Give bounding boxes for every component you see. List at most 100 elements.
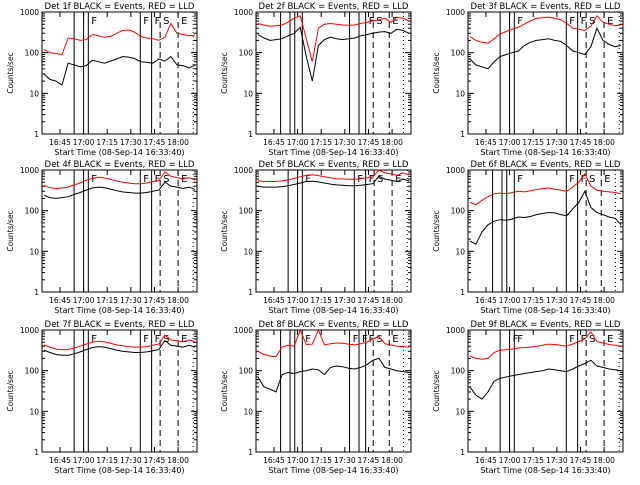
y-axis-label: Counts/sec [6, 52, 15, 93]
x-tick-label: 17:15 [310, 456, 332, 465]
marker-label: F [155, 334, 161, 345]
y-tick-label: 100 [25, 49, 40, 58]
plot-frame [41, 169, 198, 293]
x-axis-label: Start Time (08-Sep-14 16:33:40) [480, 148, 610, 157]
plot-frame [41, 11, 198, 135]
marker-label: S [377, 174, 383, 185]
x-tick-label: 17:45 [358, 456, 380, 465]
panel-title: Det 6f BLACK = Events, RED = LLD [471, 160, 621, 170]
x-tick-label: 18:00 [593, 138, 615, 147]
x-tick-label: 17:00 [73, 296, 95, 305]
marker-label: S [376, 16, 382, 27]
y-tick-label: 100 [239, 49, 254, 58]
x-tick-label: 17:45 [358, 296, 380, 305]
marker-label: F [305, 174, 311, 185]
x-tick-label: 17:15 [96, 456, 118, 465]
marker-label: E [607, 334, 613, 345]
panel-title: Det 2f BLACK = Events, RED = LLD [259, 2, 409, 12]
x-tick-label: 17:45 [358, 138, 380, 147]
marker-label: F [91, 174, 97, 185]
marker-label: F [305, 334, 311, 345]
series-events-line [43, 181, 196, 199]
x-tick-label: 18:00 [381, 138, 403, 147]
x-tick-label: 17:30 [546, 456, 568, 465]
marker-label: F [143, 174, 149, 185]
plot-frame [255, 329, 412, 453]
y-axis-label: Counts/sec [432, 370, 441, 411]
marker-label: F [581, 174, 587, 185]
y-tick-label: 10 [455, 89, 465, 98]
marker-label: E [392, 334, 398, 345]
marker-label: F [357, 174, 363, 185]
x-tick-label: 16:45 [475, 456, 497, 465]
y-tick-label: 1000 [20, 166, 39, 175]
y-tick-label: 10 [243, 89, 253, 98]
marker-label: F [517, 174, 523, 185]
panel-title: Det 5f BLACK = Events, RED = LLD [259, 160, 409, 170]
detector-panel-9: Det 9f BLACK = Events, RED = LLD 1 10 100 10… [432, 320, 624, 475]
marker-label: F [369, 174, 375, 185]
y-tick-label: 1000 [234, 326, 253, 335]
plot-frame [467, 329, 624, 453]
panel-title: Det 7f BLACK = Events, RED = LLD [45, 320, 195, 330]
detector-panel-7: Det 7f BLACK = Events, RED = LLD 1 10 100 10… [6, 320, 198, 475]
detector-panel-6: Det 6f BLACK = Events, RED = LLD 1 10 100 10… [432, 160, 624, 315]
x-tick-label: 17:30 [120, 456, 142, 465]
y-axis-label: Counts/sec [220, 52, 229, 93]
x-tick-label: 17:00 [287, 296, 309, 305]
x-tick-label: 17:15 [96, 138, 118, 147]
series-lld-line [257, 169, 410, 182]
x-tick-label: 18:00 [167, 138, 189, 147]
x-tick-label: 17:15 [522, 296, 544, 305]
x-tick-label: 17:00 [73, 456, 95, 465]
y-axis-label: Counts/sec [6, 370, 15, 411]
marker-label: E [181, 16, 187, 27]
y-tick-label: 10 [29, 247, 39, 256]
x-axis-label: Start Time (08-Sep-14 16:33:40) [480, 306, 610, 315]
x-tick-label: 17:45 [570, 138, 592, 147]
x-tick-label: 17:15 [522, 456, 544, 465]
y-axis-label: Counts/sec [220, 370, 229, 411]
y-tick-label: 1 [34, 448, 39, 457]
marker-label: F [143, 16, 149, 27]
detector-panel-4: Det 4f BLACK = Events, RED = LLD 1 10 100 10… [6, 160, 198, 315]
x-tick-label: 17:00 [287, 456, 309, 465]
x-axis-label: Start Time (08-Sep-14 16:33:40) [268, 148, 398, 157]
x-tick-label: 16:45 [263, 296, 285, 305]
x-tick-label: 17:00 [499, 296, 521, 305]
x-tick-label: 17:30 [334, 138, 356, 147]
series-lld-line [469, 172, 622, 206]
y-tick-label: 1 [460, 130, 465, 139]
marker-label: F [569, 16, 575, 27]
panel-title: Det 9f BLACK = Events, RED = LLD [471, 320, 621, 330]
x-tick-label: 17:30 [546, 138, 568, 147]
series-lld-line [469, 331, 622, 360]
x-axis-label: Start Time (08-Sep-14 16:33:40) [480, 466, 610, 475]
x-tick-label: 16:45 [263, 456, 285, 465]
y-tick-label: 10 [455, 247, 465, 256]
series-events-line [257, 26, 410, 82]
marker-label: F [143, 334, 149, 345]
detector-panel-2: Det 2f BLACK = Events, RED = LLD 1 10 100 10… [220, 2, 412, 157]
x-tick-label: 17:45 [144, 296, 166, 305]
x-tick-label: 16:45 [475, 138, 497, 147]
y-tick-label: 1 [460, 288, 465, 297]
x-tick-label: 18:00 [593, 296, 615, 305]
marker-label: F [362, 334, 368, 345]
y-tick-label: 100 [451, 367, 466, 376]
y-tick-label: 10 [243, 407, 253, 416]
x-tick-label: 17:30 [120, 296, 142, 305]
series-events-line [43, 55, 196, 86]
x-axis-label: Start Time (08-Sep-14 16:33:40) [54, 466, 184, 475]
x-tick-label: 17:30 [120, 138, 142, 147]
series-events-line [43, 339, 196, 356]
y-tick-label: 10 [29, 89, 39, 98]
marker-label: F [353, 334, 359, 345]
x-tick-label: 17:30 [546, 296, 568, 305]
marker-label: F [517, 16, 523, 27]
marker-label: F [569, 334, 575, 345]
marker-label: E [181, 174, 187, 185]
marker-label: S [163, 174, 169, 185]
x-tick-label: 17:15 [310, 296, 332, 305]
marker-label: S [163, 334, 169, 345]
